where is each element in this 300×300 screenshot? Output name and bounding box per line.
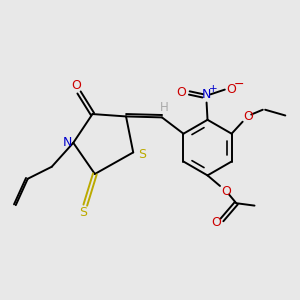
Text: +: +: [209, 84, 218, 94]
Text: N: N: [62, 136, 72, 149]
Text: O: O: [243, 110, 253, 123]
Text: H: H: [160, 101, 169, 114]
Text: O: O: [72, 79, 82, 92]
Text: −: −: [234, 78, 244, 91]
Text: O: O: [221, 185, 231, 198]
Text: O: O: [211, 216, 221, 229]
Text: S: S: [79, 206, 87, 219]
Text: S: S: [138, 148, 146, 161]
Text: O: O: [226, 83, 236, 96]
Text: O: O: [177, 86, 187, 100]
Text: N: N: [202, 88, 211, 101]
